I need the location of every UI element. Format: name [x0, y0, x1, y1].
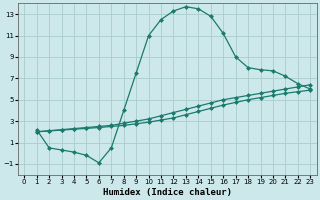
- X-axis label: Humidex (Indice chaleur): Humidex (Indice chaleur): [103, 188, 232, 197]
